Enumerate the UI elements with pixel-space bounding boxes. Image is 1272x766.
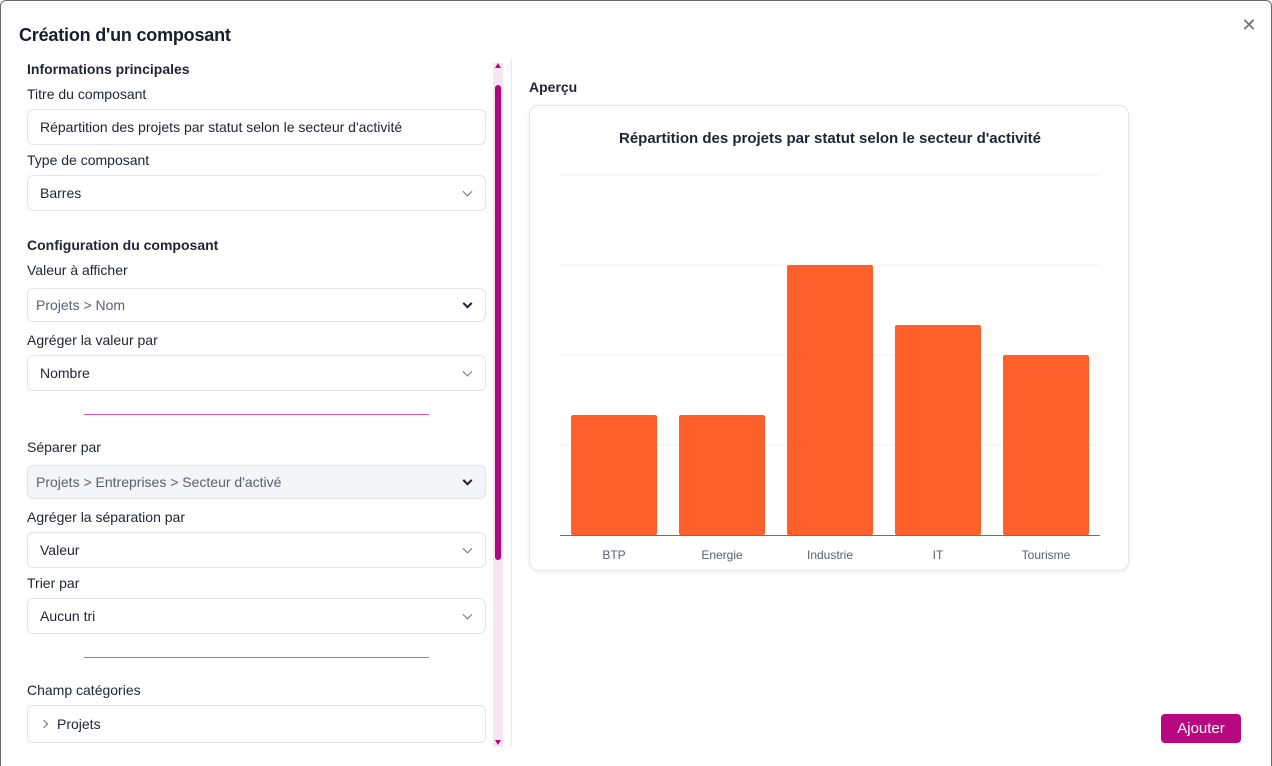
chevron-down-icon (462, 543, 473, 554)
bar-chart: BTP Energie Industrie IT Tourisme (560, 174, 1100, 562)
section-divider (84, 657, 429, 658)
chevron-down-icon (462, 366, 473, 377)
scroll-down-arrow-icon[interactable] (495, 740, 501, 745)
category-tree[interactable]: Projets (27, 705, 486, 743)
sort-select[interactable]: Aucun tri (27, 598, 486, 634)
scrollbar-thumb[interactable] (495, 85, 501, 560)
chevron-down-icon (462, 609, 473, 620)
split-aggregate-label: Agréger la séparation par (27, 509, 185, 525)
preview-card: Répartition des projets par statut selon… (529, 105, 1129, 571)
value-label: Valeur à afficher (27, 262, 128, 278)
split-label: Séparer par (27, 439, 101, 455)
section-config-title: Configuration du composant (27, 237, 219, 253)
split-aggregate-select-value: Valeur (40, 542, 80, 558)
aggregate-label: Agréger la valeur par (27, 332, 158, 348)
chart-bar-energie[interactable] (679, 415, 765, 535)
chart-title: Répartition des projets par statut selon… (618, 130, 1041, 147)
category-label: Champ catégories (27, 682, 141, 698)
chevron-down-icon (462, 298, 473, 309)
scroll-up-arrow-icon[interactable] (495, 63, 501, 68)
modal-title: Création d'un composant (19, 25, 231, 45)
title-input[interactable]: Répartition des projets par statut selon… (27, 109, 486, 145)
chevron-right-icon[interactable] (39, 719, 49, 729)
title-input-value: Répartition des projets par statut selon… (40, 119, 403, 135)
category-tree-item[interactable]: Projets (57, 716, 101, 732)
chart-tick-label: Energie (701, 548, 743, 562)
chart-bar-it[interactable] (895, 325, 981, 535)
type-label: Type de composant (27, 152, 150, 168)
chart-bar-tourisme[interactable] (1003, 355, 1089, 535)
section-divider (84, 414, 429, 415)
chart-bar-industrie[interactable] (787, 265, 873, 535)
title-label: Titre du composant (27, 86, 147, 102)
aggregate-select[interactable]: Nombre (27, 355, 486, 391)
type-select-value: Barres (40, 185, 82, 201)
chevron-down-icon (462, 475, 473, 486)
chart-tick-label: Industrie (807, 548, 853, 562)
config-panel: Informations principales Titre du compos… (27, 59, 487, 747)
chevron-down-icon (462, 186, 473, 197)
chart-tick-label: BTP (602, 548, 625, 562)
sort-select-value: Aucun tri (40, 608, 96, 624)
chart-tick-label: Tourisme (1022, 548, 1071, 562)
add-button[interactable]: Ajouter (1161, 714, 1241, 743)
section-main-title: Informations principales (27, 61, 190, 77)
close-icon[interactable]: ✕ (1239, 16, 1259, 36)
panel-separator (511, 59, 512, 747)
type-select[interactable]: Barres (27, 175, 486, 211)
chart-tick-label: IT (933, 548, 944, 562)
value-select-value: Projets > Nom (36, 297, 126, 313)
split-select-value: Projets > Entreprises > Secteur d'activé (36, 474, 282, 490)
split-aggregate-select[interactable]: Valeur (27, 532, 486, 568)
value-select[interactable]: Projets > Nom (27, 288, 486, 322)
sort-label: Trier par (27, 575, 80, 591)
split-select[interactable]: Projets > Entreprises > Secteur d'activé (27, 465, 486, 499)
preview-label: Aperçu (529, 79, 578, 95)
chart-bar-btp[interactable] (571, 415, 657, 535)
aggregate-select-value: Nombre (40, 365, 90, 381)
